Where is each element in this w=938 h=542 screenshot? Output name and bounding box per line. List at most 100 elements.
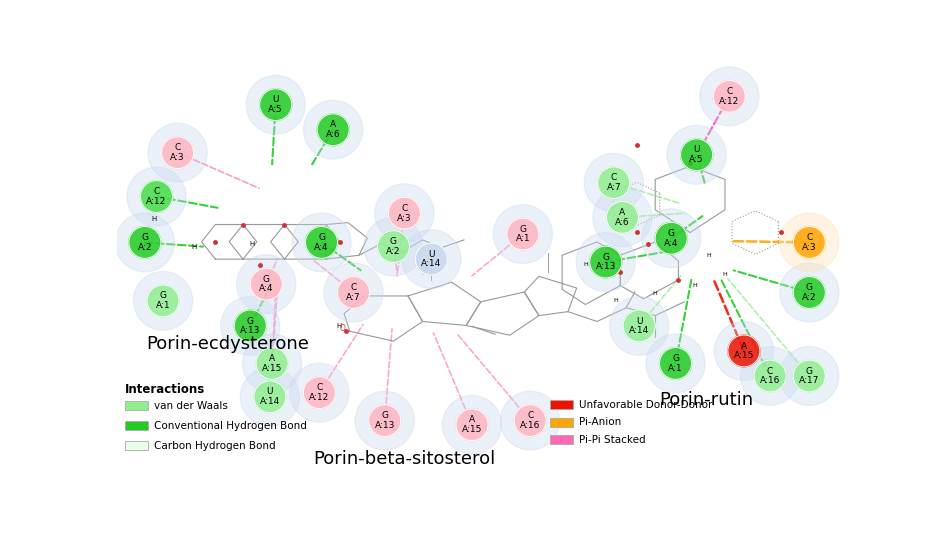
Text: C
A:3: C A:3 bbox=[802, 233, 817, 252]
Ellipse shape bbox=[356, 391, 415, 450]
Text: Interactions: Interactions bbox=[125, 383, 204, 396]
Text: G
A:2: G A:2 bbox=[802, 283, 817, 302]
Text: C
A:12: C A:12 bbox=[719, 87, 739, 106]
Text: H: H bbox=[191, 243, 196, 249]
Text: G
A:17: G A:17 bbox=[799, 366, 820, 385]
Ellipse shape bbox=[443, 396, 502, 454]
Text: G
A:13: G A:13 bbox=[596, 253, 616, 272]
Text: H: H bbox=[151, 216, 157, 222]
Text: G
A:4: G A:4 bbox=[314, 233, 329, 252]
Ellipse shape bbox=[303, 377, 336, 409]
Text: H: H bbox=[706, 253, 711, 257]
Text: G
A:4: G A:4 bbox=[259, 275, 274, 294]
Ellipse shape bbox=[728, 335, 760, 367]
Text: H: H bbox=[337, 323, 341, 329]
Ellipse shape bbox=[794, 360, 825, 392]
Ellipse shape bbox=[338, 276, 370, 308]
Ellipse shape bbox=[610, 296, 669, 355]
Ellipse shape bbox=[243, 334, 302, 393]
Text: G
A:13: G A:13 bbox=[374, 411, 395, 430]
Ellipse shape bbox=[779, 263, 839, 322]
Text: C
A:16: C A:16 bbox=[760, 366, 780, 385]
Ellipse shape bbox=[576, 233, 635, 292]
Ellipse shape bbox=[779, 213, 839, 272]
Text: A
A:6: A A:6 bbox=[325, 120, 340, 139]
Ellipse shape bbox=[779, 346, 839, 405]
Ellipse shape bbox=[794, 227, 825, 259]
Ellipse shape bbox=[715, 321, 774, 380]
Ellipse shape bbox=[260, 89, 292, 120]
Ellipse shape bbox=[147, 285, 179, 317]
Text: H: H bbox=[722, 272, 727, 276]
Ellipse shape bbox=[667, 125, 726, 184]
Text: C
A:12: C A:12 bbox=[146, 187, 167, 206]
Ellipse shape bbox=[306, 227, 338, 259]
Ellipse shape bbox=[141, 180, 173, 212]
Ellipse shape bbox=[388, 197, 420, 229]
Ellipse shape bbox=[236, 255, 295, 313]
Text: U
A:14: U A:14 bbox=[421, 250, 442, 268]
Text: H: H bbox=[653, 291, 658, 295]
Text: Unfavorable Donor-Donor: Unfavorable Donor-Donor bbox=[579, 400, 712, 410]
Ellipse shape bbox=[646, 334, 705, 393]
Ellipse shape bbox=[623, 310, 655, 342]
Ellipse shape bbox=[127, 167, 186, 226]
Text: G
A:2: G A:2 bbox=[386, 237, 401, 256]
Ellipse shape bbox=[607, 202, 639, 233]
Text: Pi-Pi Stacked: Pi-Pi Stacked bbox=[579, 435, 645, 445]
Text: A
A:15: A A:15 bbox=[461, 415, 482, 434]
Text: G
A:1: G A:1 bbox=[668, 354, 683, 373]
Text: G
A:13: G A:13 bbox=[240, 317, 261, 335]
Text: van der Waals: van der Waals bbox=[154, 401, 228, 411]
Ellipse shape bbox=[290, 363, 349, 422]
Ellipse shape bbox=[292, 213, 351, 272]
Text: H: H bbox=[692, 283, 697, 288]
Text: C
A:12: C A:12 bbox=[310, 383, 329, 402]
Ellipse shape bbox=[317, 114, 349, 146]
Ellipse shape bbox=[115, 213, 174, 272]
Ellipse shape bbox=[234, 310, 266, 342]
Ellipse shape bbox=[713, 80, 746, 112]
Text: Conventional Hydrogen Bond: Conventional Hydrogen Bond bbox=[154, 421, 307, 431]
Ellipse shape bbox=[129, 227, 161, 259]
Ellipse shape bbox=[148, 123, 207, 182]
Ellipse shape bbox=[590, 246, 622, 278]
Ellipse shape bbox=[501, 391, 560, 450]
Ellipse shape bbox=[246, 75, 305, 134]
Text: C
A:3: C A:3 bbox=[171, 143, 185, 162]
Ellipse shape bbox=[456, 409, 488, 441]
Ellipse shape bbox=[514, 405, 546, 436]
FancyBboxPatch shape bbox=[125, 401, 148, 410]
Ellipse shape bbox=[584, 153, 643, 212]
Ellipse shape bbox=[656, 222, 688, 254]
Ellipse shape bbox=[256, 347, 288, 379]
Ellipse shape bbox=[416, 243, 447, 275]
Ellipse shape bbox=[254, 381, 286, 412]
Text: G
A:1: G A:1 bbox=[516, 225, 530, 243]
FancyBboxPatch shape bbox=[550, 400, 573, 409]
Text: Carbon Hydrogen Bond: Carbon Hydrogen Bond bbox=[154, 441, 275, 450]
Ellipse shape bbox=[375, 184, 434, 243]
Text: U
A:5: U A:5 bbox=[689, 145, 704, 164]
Text: O: O bbox=[340, 324, 345, 333]
Text: Porin-beta-sitosterol: Porin-beta-sitosterol bbox=[313, 450, 496, 468]
Ellipse shape bbox=[250, 268, 282, 300]
Ellipse shape bbox=[507, 218, 538, 250]
Ellipse shape bbox=[794, 276, 825, 308]
Text: C
A:7: C A:7 bbox=[607, 173, 621, 192]
Text: Porin-rutin: Porin-rutin bbox=[658, 391, 753, 409]
Text: G
A:1: G A:1 bbox=[156, 292, 171, 310]
Text: U
A:14: U A:14 bbox=[260, 388, 280, 406]
FancyBboxPatch shape bbox=[125, 421, 148, 430]
Ellipse shape bbox=[593, 188, 652, 247]
Ellipse shape bbox=[740, 346, 799, 405]
Ellipse shape bbox=[161, 137, 193, 169]
Text: G
A:2: G A:2 bbox=[138, 233, 152, 252]
Ellipse shape bbox=[681, 139, 713, 171]
Text: A
A:15: A A:15 bbox=[734, 341, 754, 360]
Ellipse shape bbox=[754, 360, 786, 392]
Ellipse shape bbox=[369, 405, 401, 436]
Text: Porin-ecdysterone: Porin-ecdysterone bbox=[146, 335, 310, 353]
Ellipse shape bbox=[220, 296, 280, 355]
Text: U
A:14: U A:14 bbox=[629, 317, 649, 335]
